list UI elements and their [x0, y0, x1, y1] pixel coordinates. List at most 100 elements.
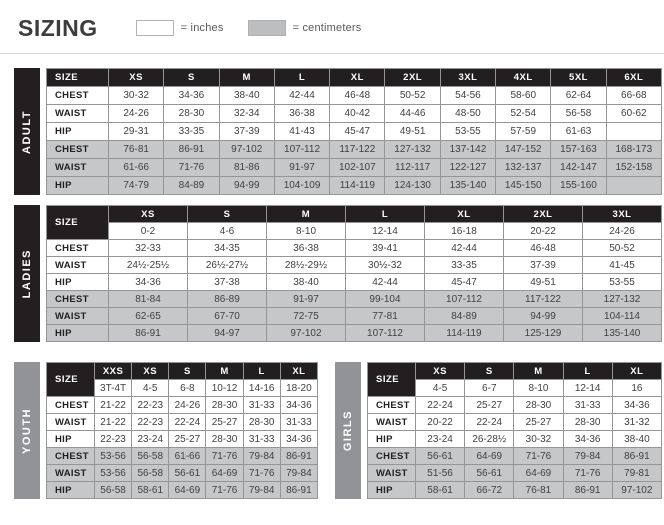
girls-measurement-value-cell: 23-24: [414, 430, 466, 448]
adult-measurement-value-cell: 84-89: [163, 176, 220, 195]
adult-measurement-value-cell: 61-63: [550, 122, 607, 141]
youth-measurement-value-cell: 61-66: [168, 447, 207, 465]
adult-measurement-value-cell: 60-62: [605, 104, 663, 123]
ladies-measurement-row-label: CHEST: [46, 290, 109, 308]
adult-measurement-value-cell: 34-36: [163, 86, 220, 105]
youth-measurement-value-cell: 24-26: [168, 396, 207, 414]
girls-chest-cm-row: CHEST 56-61 64-69 71-76 79-84 86-91: [367, 447, 663, 465]
girls-measurement-value-cell: 71-76: [562, 464, 613, 482]
adult-measurement-value-cell: 42-44: [273, 86, 331, 105]
ladies-measurement-value-cell: 42-44: [424, 239, 504, 257]
girls-measurement-value-cell: 79-81: [611, 464, 663, 482]
adult-measurement-value-cell: 102-107: [329, 158, 386, 177]
ladies-chest-in-row: CHEST 32-33 34-35 36-38 39-41 42-44 46-48 50-52: [46, 239, 662, 257]
ladies-measurement-value-cell: 86-91: [108, 324, 188, 342]
adult-measurement-row-label: WAIST: [46, 104, 109, 123]
girls-size-column-header: M: [513, 362, 564, 380]
girls-size-number-header: 16: [611, 379, 663, 397]
youth-measurement-value-cell: 56-58: [93, 481, 133, 499]
youth-measurement-value-cell: 34-36: [279, 396, 319, 414]
youth-measurement-row-label: HIP: [46, 481, 95, 499]
youth-measurement-value-cell: 86-91: [279, 447, 319, 465]
girls-size-number-header: 6-7: [464, 379, 515, 397]
ladies-measurement-value-cell: 28½-29½: [266, 256, 346, 274]
adult-measurement-value-cell: 157-163: [550, 140, 607, 159]
adult-hip-cm-row: HIP 74-79 84-89 94-99 104-109 114-119 124-130 1…: [46, 176, 663, 195]
youth-measurement-value-cell: 79-84: [242, 447, 281, 465]
adult-measurement-value-cell: 49-51: [384, 122, 441, 141]
youth-measurement-value-cell: 64-69: [205, 464, 244, 482]
adult-measurement-value-cell: 155-160: [550, 176, 607, 195]
ladies-measurement-value-cell: 34-36: [108, 273, 188, 291]
adult-measurement-value-cell: 40-42: [329, 104, 386, 123]
ladies-size-header-label: SIZE: [46, 205, 109, 240]
ladies-measurement-value-cell: 135-140: [582, 324, 662, 342]
adult-waist-cm-row: WAIST 61-66 71-76 81-86 91-97 102-107 112-117 1…: [46, 158, 663, 177]
ladies-size-column-header: XS: [108, 205, 188, 223]
adult-size-column-header: XL: [329, 68, 386, 87]
adult-size-column-header: 5XL: [550, 68, 607, 87]
adult-table-block: ADULT SIZE XS S M L XL 2XL 3XL 4XL 5XL 6XL CHEST 30-3…: [14, 68, 663, 195]
adult-measurement-value-cell: 71-76: [163, 158, 220, 177]
youth-measurement-value-cell: 71-76: [205, 447, 244, 465]
ladies-size-number-row: 0-2 4-6 8-10 12-14 16-18 20-22 24-26: [47, 222, 662, 240]
adult-measurement-value-cell: 168-173: [605, 140, 663, 159]
girls-hip-in-row: HIP 23-24 26-28½ 30-32 34-36 38-40: [367, 430, 663, 448]
youth-measurement-value-cell: 28-30: [205, 430, 244, 448]
youth-measurement-value-cell: 64-69: [168, 481, 207, 499]
adult-group-bar: ADULT: [14, 68, 40, 195]
youth-measurement-value-cell: 28-30: [205, 396, 244, 414]
ladies-measurement-value-cell: 46-48: [503, 239, 583, 257]
girls-measurement-value-cell: 97-102: [611, 481, 663, 499]
adult-measurement-value-cell: 145-150: [495, 176, 552, 195]
ladies-measurement-row-label: WAIST: [46, 307, 109, 325]
ladies-measurement-value-cell: 97-102: [266, 324, 346, 342]
girls-measurement-row-label: CHEST: [367, 396, 416, 414]
girls-measurement-value-cell: 31-32: [611, 413, 663, 431]
ladies-measurement-value-cell: 37-39: [503, 256, 583, 274]
ladies-size-number-header: 12-14: [345, 222, 425, 240]
adult-measurement-value-cell: 24-26: [107, 104, 165, 123]
adult-measurement-value-cell: 50-52: [384, 86, 441, 105]
girls-size-table: SIZE XS S M L XL 4-5 6-7 8-10 12-14 16 CHEST 22-24 25…: [367, 362, 663, 499]
youth-size-number-header: 10-12: [205, 379, 244, 397]
adult-measurement-value-cell: 48-50: [439, 104, 497, 123]
inches-swatch: [135, 20, 174, 36]
girls-measurement-value-cell: 86-91: [611, 447, 663, 465]
ladies-measurement-row-label: HIP: [46, 324, 109, 342]
youth-measurement-value-cell: 22-24: [168, 413, 207, 431]
girls-measurement-value-cell: 26-28½: [464, 430, 515, 448]
ladies-size-number-header: 8-10: [266, 222, 346, 240]
youth-measurement-row-label: CHEST: [46, 396, 95, 414]
adult-size-column-header: L: [273, 68, 331, 87]
girls-measurement-row-label: WAIST: [367, 413, 416, 431]
adult-chest-cm-row: CHEST 76-81 86-91 97-102 107-112 117-122 127-1…: [46, 140, 663, 159]
girls-measurement-row-label: CHEST: [367, 447, 416, 465]
ladies-hip-in-row: HIP 34-36 37-38 38-40 42-44 45-47 49-51 53-55: [46, 273, 662, 291]
adult-measurement-value-cell: 132-137: [495, 158, 552, 177]
ladies-measurement-value-cell: 117-122: [503, 290, 583, 308]
girls-size-number-header: 8-10: [513, 379, 564, 397]
ladies-measurement-value-cell: 34-35: [187, 239, 267, 257]
adult-measurement-value-cell: 122-127: [439, 158, 497, 177]
ladies-measurement-value-cell: 86-89: [187, 290, 267, 308]
adult-waist-in-row: WAIST 24-26 28-30 32-34 36-38 40-42 44-46 48-50…: [46, 104, 663, 123]
girls-measurement-value-cell: 31-33: [562, 396, 613, 414]
girls-measurement-value-cell: 66-72: [464, 481, 515, 499]
adult-size-column-header: 6XL: [605, 68, 663, 87]
ladies-measurement-value-cell: 127-132: [582, 290, 662, 308]
adult-measurement-value-cell: 29-31: [107, 122, 165, 141]
youth-measurement-value-cell: 86-91: [279, 481, 319, 499]
youth-measurement-value-cell: 22-23: [93, 430, 133, 448]
youth-measurement-row-label: CHEST: [46, 447, 95, 465]
youth-chest-in-row: CHEST 21-22 22-23 24-26 28-30 31-33 34-36: [46, 396, 319, 414]
adult-measurement-value-cell: 41-43: [273, 122, 331, 141]
ladies-measurement-value-cell: 104-114: [582, 307, 662, 325]
adult-hip-in-row: HIP 29-31 33-35 37-39 41-43 45-47 49-51 53-55 57…: [46, 122, 663, 141]
ladies-chest-cm-row: CHEST 81-84 86-89 91-97 99-104 107-112 117-122…: [46, 290, 662, 308]
adult-measurement-value-cell: 135-140: [439, 176, 497, 195]
page-header: SIZING = inches = centimeters: [0, 0, 664, 44]
adult-measurement-value-cell: 56-58: [550, 104, 607, 123]
girls-size-header-label: SIZE: [367, 362, 416, 397]
